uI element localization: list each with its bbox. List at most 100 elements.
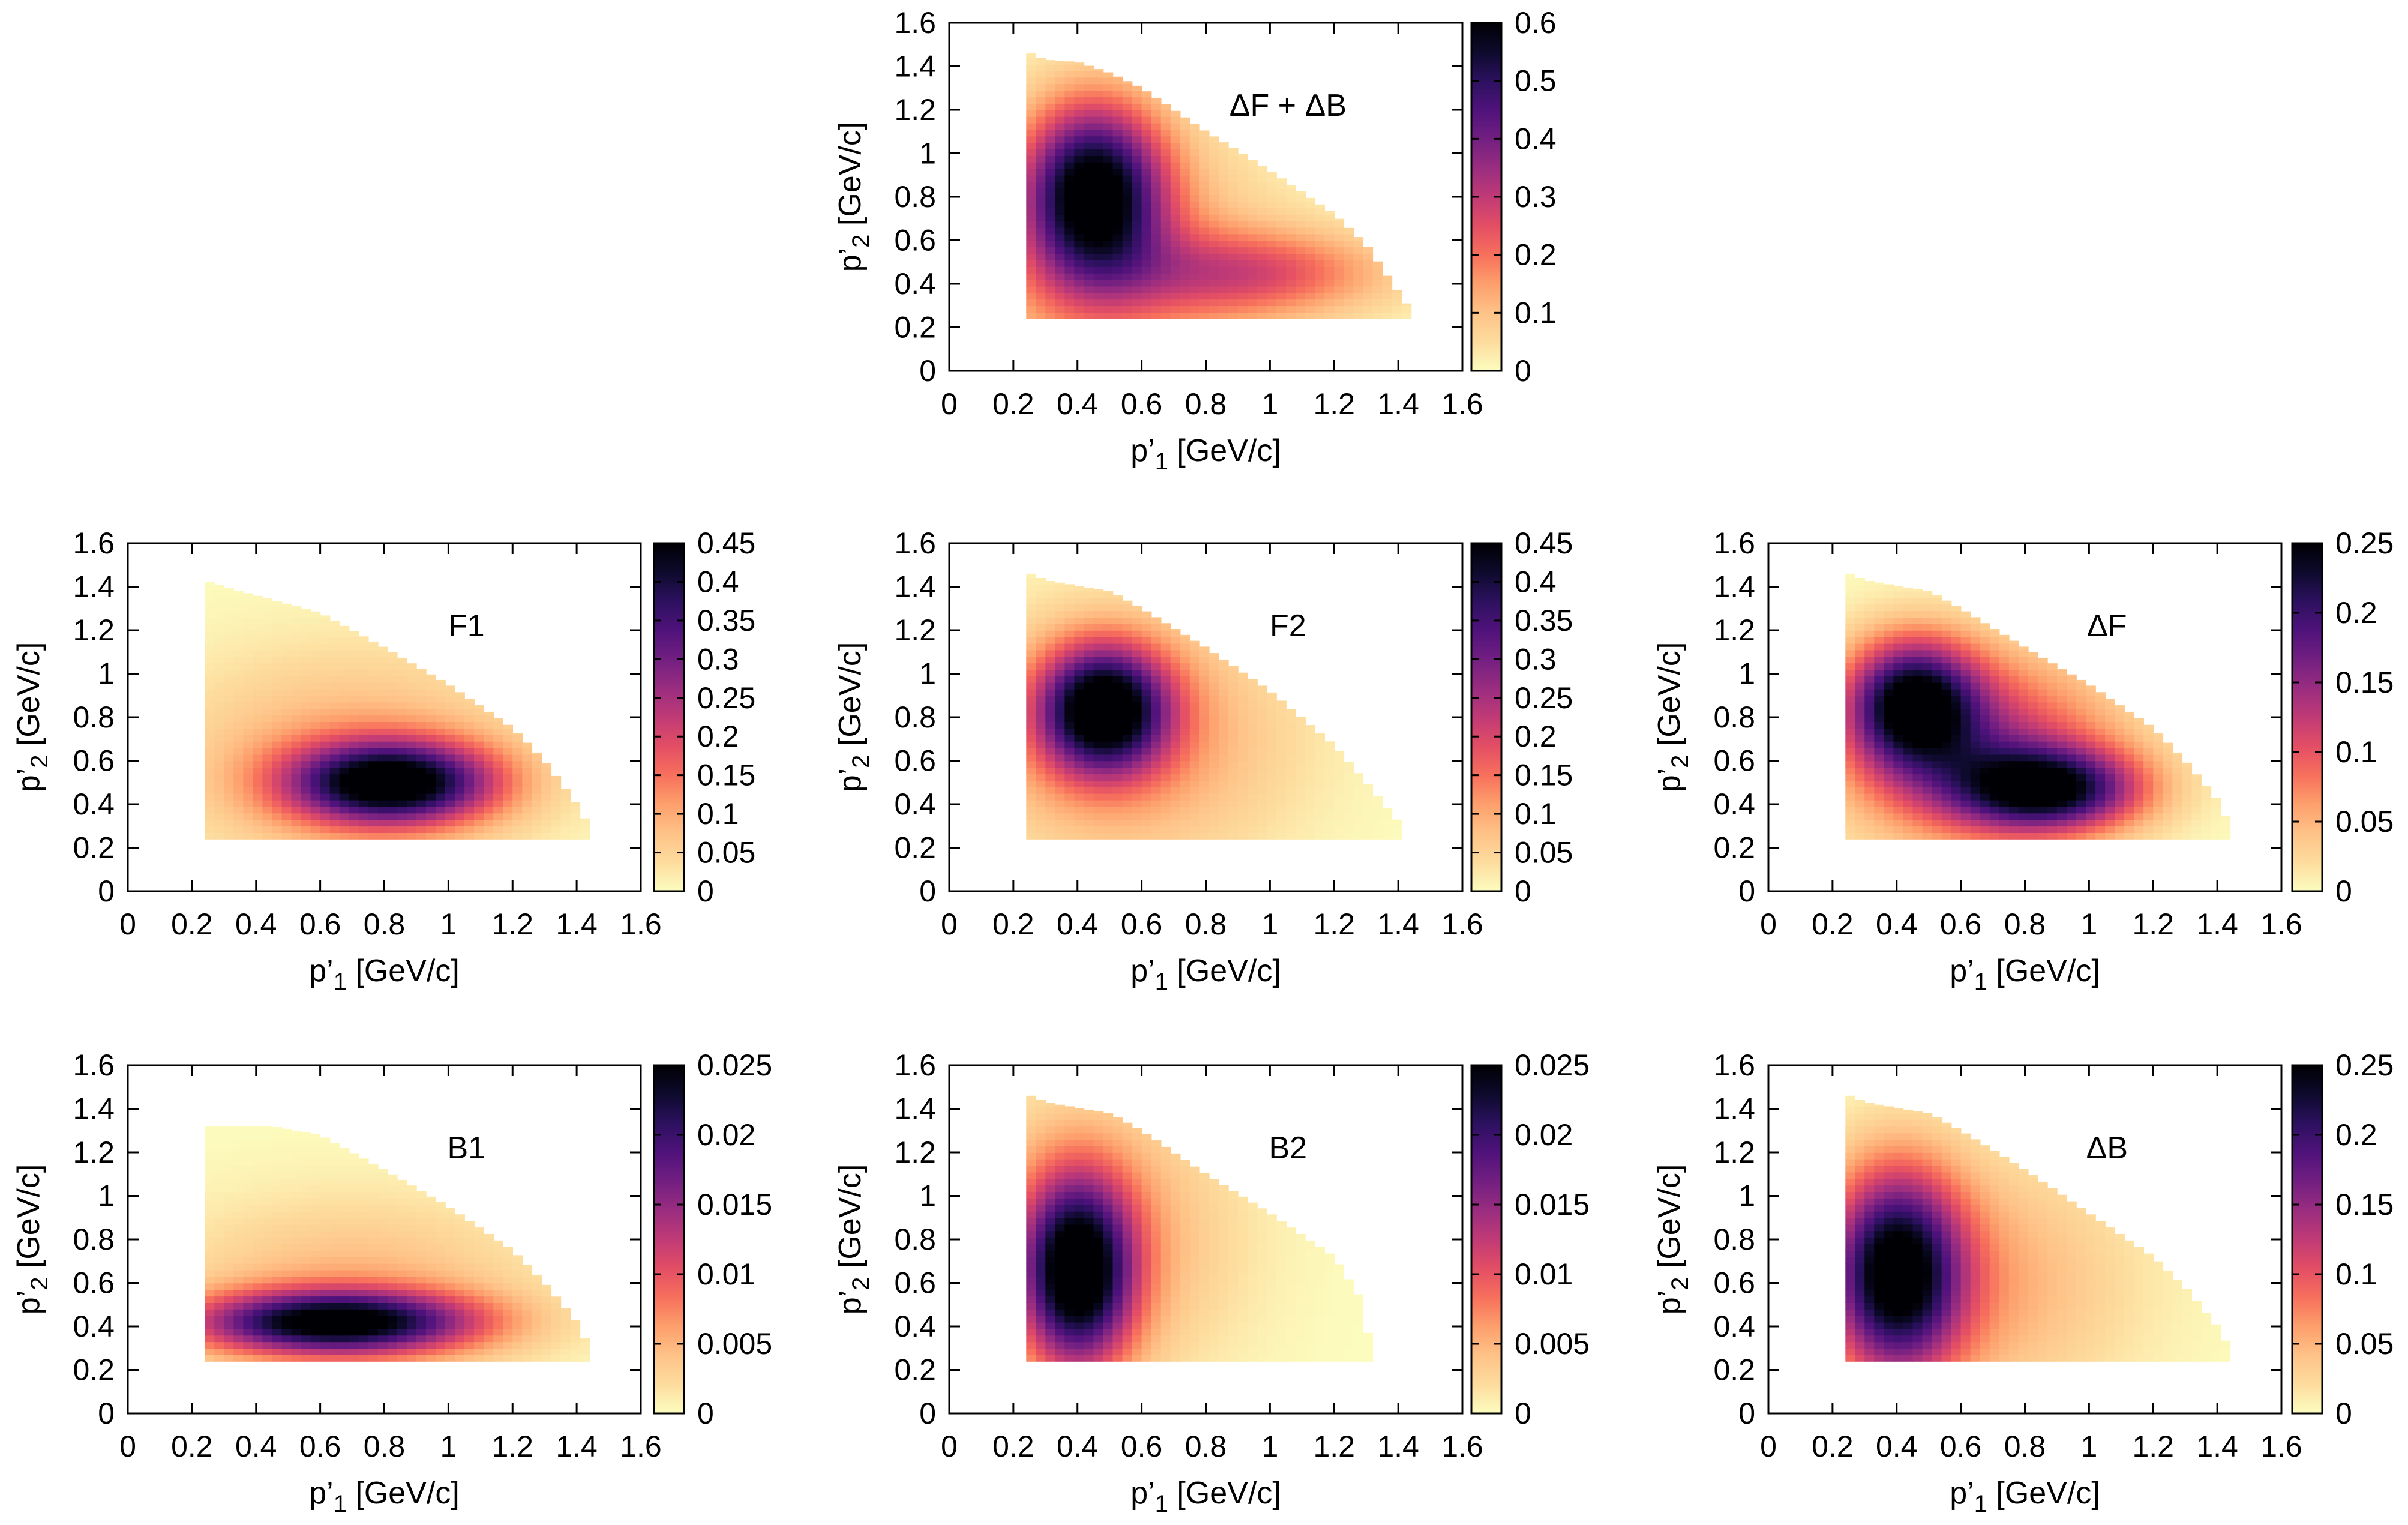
- colorbar-tick-label: 0: [1515, 874, 1531, 908]
- heatmap-cell: [262, 1315, 273, 1323]
- heatmap-cell: [1267, 715, 1277, 723]
- heatmap-cell: [1315, 799, 1325, 807]
- heatmap-cell: [272, 1341, 283, 1349]
- heatmap-cell: [1036, 208, 1046, 215]
- heatmap-cell: [1141, 728, 1152, 735]
- heatmap-cell: [377, 656, 388, 664]
- heatmap-cell: [2163, 819, 2173, 827]
- heatmap-cell: [1132, 175, 1142, 182]
- heatmap-cell: [1382, 299, 1393, 307]
- heatmap-cell: [1286, 214, 1296, 221]
- heatmap-cell: [387, 656, 398, 664]
- heatmap-cell: [253, 1244, 263, 1251]
- heatmap-cell: [1884, 813, 1894, 820]
- heatmap-cell: [1864, 688, 1875, 696]
- heatmap-cell: [1180, 721, 1190, 729]
- heatmap-cell: [1084, 793, 1094, 801]
- heatmap-cell: [291, 708, 302, 716]
- heatmap-cell: [2143, 728, 2154, 735]
- heatmap-cell: [301, 610, 311, 618]
- heatmap-cell: [2008, 793, 2019, 801]
- heatmap-cell: [262, 826, 273, 833]
- heatmap-cell: [329, 774, 340, 781]
- heatmap-cell: [397, 826, 407, 833]
- heatmap-cell: [1363, 813, 1374, 820]
- heatmap-cell: [541, 793, 552, 801]
- heatmap-cell: [1141, 747, 1152, 755]
- heatmap-cell: [1228, 780, 1239, 787]
- heatmap-cell: [253, 1185, 263, 1193]
- heatmap-cell: [397, 760, 407, 768]
- heatmap-cell: [1960, 630, 1971, 637]
- heatmap-cell: [2028, 652, 2038, 657]
- heatmap-cell: [1989, 676, 2000, 683]
- heatmap-cell: [1093, 129, 1104, 137]
- heatmap-cell: [2047, 695, 2058, 703]
- heatmap-cell: [397, 774, 407, 781]
- heatmap-cell: [1893, 741, 1904, 748]
- heatmap-cell: [1893, 826, 1904, 833]
- heatmap-cell: [291, 1289, 302, 1297]
- heatmap-cell: [1112, 793, 1123, 801]
- heatmap-cell: [291, 1250, 302, 1257]
- heatmap-cell: [2201, 799, 2212, 807]
- heatmap-cell: [1199, 676, 1210, 683]
- heatmap-cell: [1228, 148, 1239, 150]
- heatmap-cell: [1884, 597, 1894, 605]
- heatmap-cell: [1315, 233, 1325, 241]
- heatmap-cell: [551, 819, 562, 827]
- heatmap-cell: [262, 610, 273, 618]
- heatmap-cell: [1305, 760, 1315, 768]
- heatmap-cell: [1315, 253, 1325, 260]
- heatmap-cell: [214, 1172, 225, 1179]
- heatmap-cell: [329, 728, 340, 735]
- heatmap-cell: [1026, 741, 1037, 748]
- heatmap-cell: [214, 1158, 225, 1166]
- heatmap-cell: [1055, 819, 1066, 827]
- heatmap-cell: [1237, 279, 1248, 287]
- heatmap-cell: [1074, 688, 1085, 696]
- heatmap-cell: [1084, 826, 1094, 833]
- heatmap-cell: [1160, 735, 1171, 742]
- heatmap-cell: [484, 747, 494, 755]
- heatmap-cell: [1151, 624, 1162, 631]
- heatmap-cell: [1845, 630, 1856, 637]
- heatmap-cell: [368, 819, 379, 827]
- heatmap-cell: [1980, 728, 1990, 735]
- heatmap-cell: [272, 1165, 283, 1173]
- heatmap-cell: [243, 799, 254, 807]
- heatmap-cell: [1257, 793, 1267, 801]
- heatmap-cell: [416, 799, 427, 807]
- heatmap-cell: [1180, 286, 1190, 293]
- y-tick-label: 1.6: [73, 526, 115, 560]
- heatmap-cell: [1912, 617, 1923, 624]
- x-tick-label: 1.2: [2132, 907, 2174, 941]
- heatmap-cell: [426, 819, 436, 827]
- heatmap-cell: [2076, 735, 2086, 742]
- heatmap-cell: [205, 735, 215, 742]
- heatmap-cell: [1874, 669, 1885, 676]
- heatmap-cell: [1180, 636, 1190, 644]
- heatmap-cell: [281, 1139, 292, 1146]
- heatmap-cell: [1112, 188, 1123, 196]
- heatmap-cell: [1036, 292, 1046, 300]
- heatmap-cell: [1055, 247, 1066, 254]
- heatmap-cell: [2134, 799, 2144, 807]
- heatmap-cell: [224, 1178, 235, 1186]
- heatmap-cell: [1941, 787, 1952, 794]
- heatmap-cell: [224, 688, 235, 696]
- heatmap-cell: [1209, 312, 1219, 319]
- heatmap-cell: [2153, 767, 2164, 775]
- heatmap-cell: [2095, 799, 2106, 807]
- heatmap-cell: [1055, 591, 1066, 598]
- heatmap-cell: [368, 813, 379, 820]
- heatmap-cell: [1064, 708, 1075, 716]
- heatmap-cell: [2105, 813, 2115, 820]
- heatmap-cell: [1064, 676, 1075, 683]
- heatmap-cell: [1151, 787, 1162, 794]
- heatmap-cell: [1112, 266, 1123, 274]
- heatmap-cell: [1209, 233, 1219, 241]
- x-tick-label: 1.4: [1377, 907, 1419, 941]
- heatmap-cell: [2008, 780, 2019, 787]
- y-tick-label: 0: [919, 874, 936, 908]
